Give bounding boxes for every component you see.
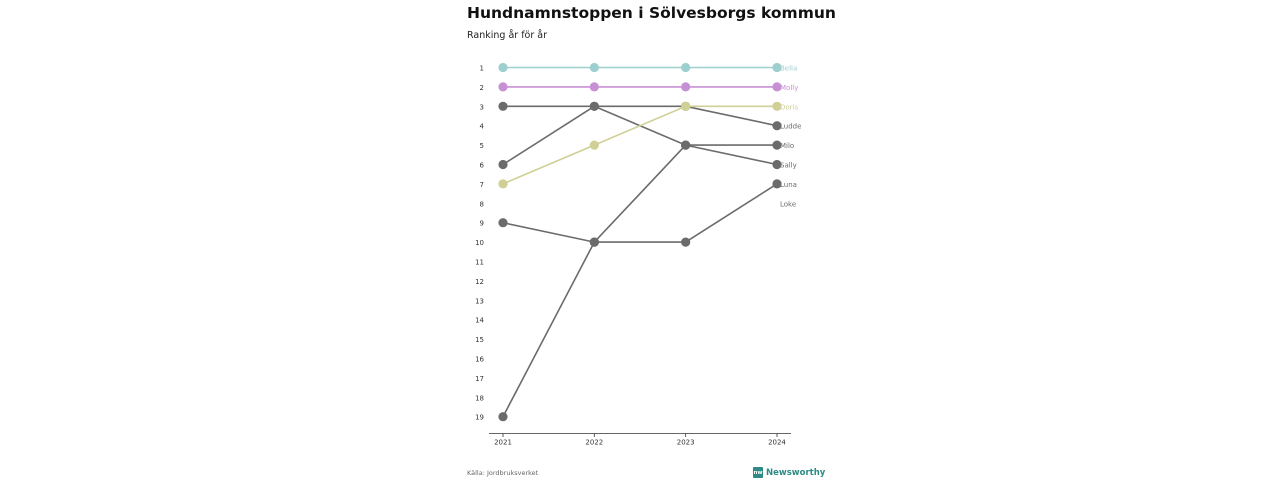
y-tick-label: 16 [475,356,484,364]
data-point-bella [498,62,508,73]
data-point-doris [681,101,691,111]
data-point-luna [681,237,691,247]
data-point-milo [772,140,782,150]
y-tick-label: 9 [480,220,484,228]
data-point-ludde [772,121,782,131]
data-point-ludde [498,101,508,111]
y-tick-label: 3 [480,103,484,111]
data-point-doris [772,101,782,111]
data-point-molly [772,82,782,92]
y-tick-label: 11 [475,259,484,267]
data-point-molly [589,82,599,92]
series-line-sally [502,105,778,166]
series-label-loke: Loke [780,200,796,208]
y-tick-label: 14 [475,317,484,325]
series-label-molly: Molly [780,84,798,92]
y-tick-label: 6 [480,162,485,170]
data-point-bella [681,62,691,73]
source-note: Källa: Jordbruksverket [467,469,539,477]
series-label-ludde: Ludde [780,123,801,131]
y-tick-label: 19 [475,414,484,422]
x-tick-label: 2021 [494,439,512,447]
data-point-molly [681,82,691,92]
data-point-luna [772,179,782,189]
series-line-milo [502,144,777,418]
y-tick-label: 10 [475,239,484,247]
series-line-luna [502,183,778,243]
brand: nw Newsworthy [753,467,825,478]
y-tick-label: 4 [480,123,485,131]
series-line-doris [502,105,777,185]
brand-name: Newsworthy [766,467,826,478]
series-label-milo: Milo [780,142,794,150]
data-point-bella [772,62,782,73]
data-point-luna [498,218,508,228]
y-tick-label: 1 [480,65,484,73]
data-point-bella [589,62,599,73]
data-point-luna [589,237,599,247]
series-label-bella: Bella [780,65,797,73]
data-point-milo [498,412,508,422]
series-label-sally: Sally [780,162,797,170]
x-tick-label: 2023 [677,439,695,447]
data-point-sally [772,159,782,170]
y-tick-label: 8 [480,200,484,208]
y-tick-label: 7 [480,181,484,189]
series-label-doris: Doris [780,103,798,111]
y-tick-label: 12 [475,278,484,286]
chart-subtitle: Ranking år för år [467,30,548,41]
y-tick-label: 15 [475,336,484,344]
y-tick-label: 13 [475,297,484,305]
series-line-ludde [503,105,778,127]
data-point-sally [681,140,691,150]
data-point-doris [589,140,599,150]
y-tick-label: 18 [475,394,484,402]
x-tick-label: 2022 [585,439,603,447]
x-tick-label: 2024 [768,439,786,447]
y-tick-label: 17 [475,375,484,383]
data-point-sally [589,101,599,111]
series-label-luna: Luna [780,181,797,189]
y-tick-label: 5 [480,142,484,150]
y-tick-label: 2 [480,84,484,92]
data-point-molly [498,82,508,92]
newsworthy-logo-icon: nw [753,467,763,478]
chart-title: Hundnamnstoppen i Sölvesborgs kommun [467,4,836,22]
data-point-doris [498,179,508,189]
data-point-sally [498,159,508,170]
